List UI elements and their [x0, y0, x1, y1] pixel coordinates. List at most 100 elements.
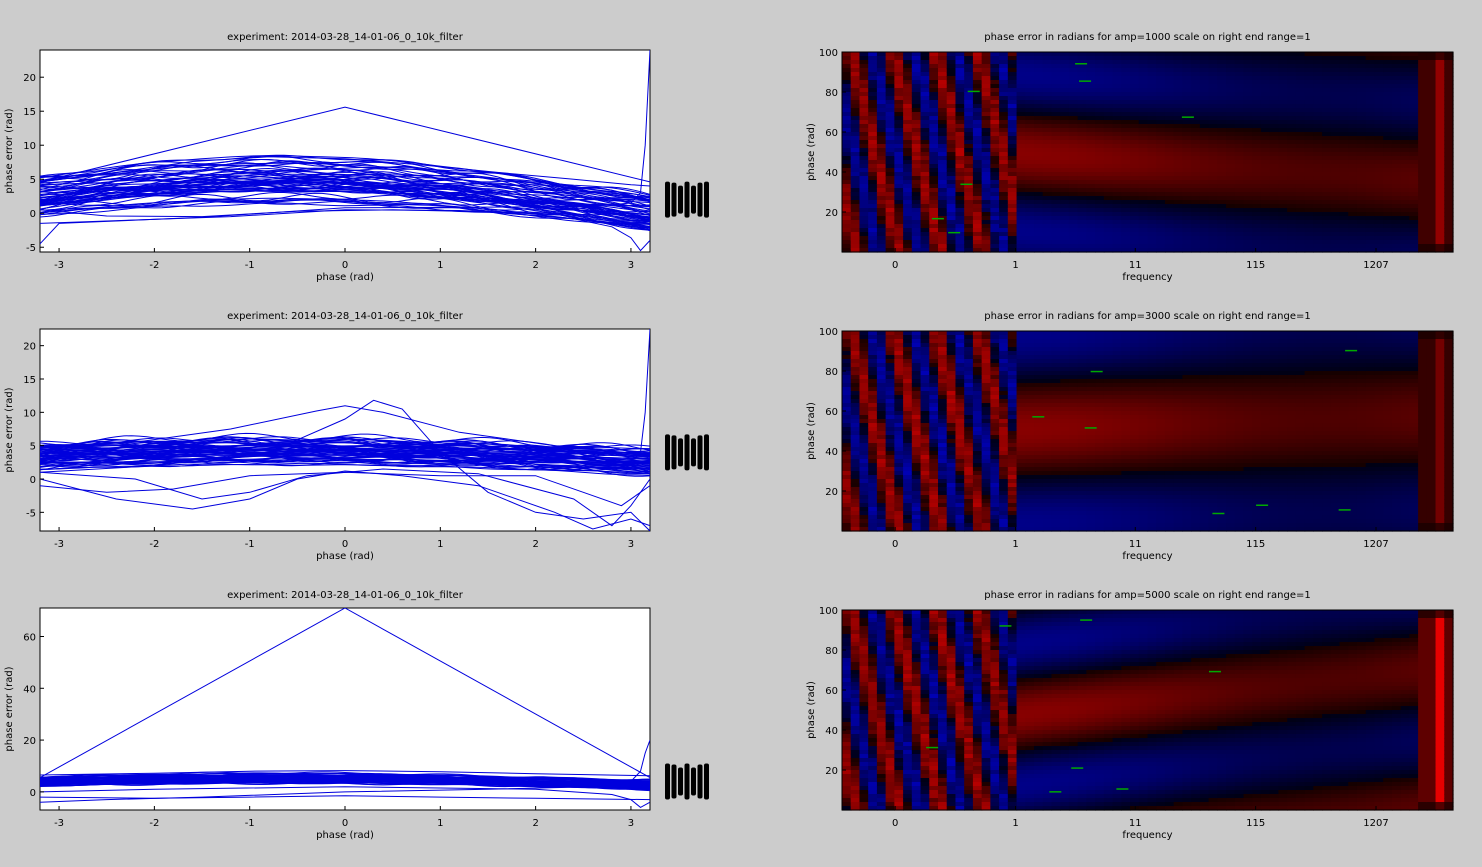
heat-cell [999, 96, 1009, 101]
heat-cell [894, 527, 904, 532]
heat-cell [1121, 160, 1131, 165]
heat-cell [938, 116, 948, 121]
heat-cell [1295, 212, 1306, 217]
heat-cell [1016, 335, 1026, 340]
heat-cell [1112, 196, 1122, 201]
heat-cell [842, 72, 852, 77]
heat-cell [885, 439, 895, 444]
heat-cell [1339, 64, 1349, 69]
heat-cell [1383, 60, 1393, 65]
heat-cell [999, 236, 1009, 241]
heat-cell [850, 367, 861, 372]
heat-cell [1025, 164, 1035, 169]
heat-cell [1234, 120, 1245, 125]
heat-cell [1435, 148, 1445, 153]
heat-cell [1322, 152, 1332, 157]
heat-cell [1278, 188, 1288, 193]
heat-cell [999, 64, 1009, 69]
heat-cell [981, 208, 991, 213]
heat-cell [964, 236, 974, 241]
heat-cell [1217, 140, 1227, 145]
heat-cell [876, 212, 887, 217]
heat-cell [1164, 240, 1175, 245]
heat-cell [972, 495, 983, 500]
heat-cell [1383, 232, 1393, 237]
heat-cell [1295, 216, 1306, 221]
heat-cell [1112, 96, 1122, 101]
heat-cell [876, 383, 887, 388]
heat-cell [1130, 244, 1140, 249]
heat-cell [1173, 100, 1184, 105]
heat-cell [911, 244, 922, 249]
heat-cell [885, 475, 895, 480]
heat-cell [929, 431, 939, 436]
heat-cell [1313, 136, 1323, 141]
heat-cell [990, 503, 1000, 508]
heat-cell [1243, 180, 1253, 185]
heat-cell [1007, 72, 1018, 77]
heat-cell [1269, 200, 1280, 205]
heat-cell [1103, 248, 1114, 253]
heat-cell [850, 112, 861, 117]
heat-cell [1147, 100, 1157, 105]
heat-cell [946, 395, 957, 400]
heat-cell [1086, 180, 1096, 185]
heat-cell [1130, 220, 1140, 225]
heat-cell [1444, 164, 1454, 169]
heat-cell [850, 216, 861, 221]
heat-cell [999, 355, 1009, 360]
heat-cell [1173, 180, 1184, 185]
heat-cell [868, 192, 878, 197]
heat-cell [885, 471, 895, 476]
heat-cell [911, 447, 922, 452]
heat-cell [946, 527, 957, 532]
heat-cell [1077, 188, 1087, 193]
heat-cell [1269, 76, 1280, 81]
heat-cell [1095, 80, 1105, 85]
heat-cell [842, 180, 852, 185]
heat-cell [1016, 124, 1026, 129]
heat-cell [946, 331, 957, 336]
heat-cell [1287, 144, 1297, 149]
heat-cell [1356, 200, 1367, 205]
heat-cell [1278, 160, 1288, 165]
heat-cell [1252, 216, 1262, 221]
heat-cell [964, 136, 974, 141]
heat-cell [990, 168, 1000, 173]
heat-cell [1077, 160, 1087, 165]
heat-cell [1322, 68, 1332, 73]
heat-cell [876, 116, 887, 121]
x-axis-label: phase (rad) [316, 551, 374, 562]
heat-cell [1068, 248, 1079, 253]
heat-cell [876, 455, 887, 460]
heat-cell [1121, 216, 1131, 221]
heat-cell [999, 419, 1009, 424]
heat-cell [1217, 236, 1227, 241]
heat-cell [1435, 80, 1445, 85]
heat-cell [981, 411, 991, 416]
heat-cell [1339, 120, 1349, 125]
heat-cell [1191, 216, 1201, 221]
heat-cell [1339, 84, 1349, 89]
heat-cell [1034, 156, 1044, 161]
heat-cell [920, 331, 930, 336]
heat-cell [903, 523, 913, 528]
heat-cell [1348, 208, 1358, 213]
heat-cell [946, 88, 957, 93]
heat-cell [1339, 76, 1349, 81]
heat-cell [1095, 148, 1105, 153]
heat-cell [938, 427, 948, 432]
heat-cell [1278, 204, 1288, 209]
heat-cell [911, 228, 922, 233]
heat-cell [876, 104, 887, 109]
heat-cell [1025, 112, 1035, 117]
heat-cell [981, 84, 991, 89]
heat-cell [955, 463, 965, 468]
heat-cell [1103, 224, 1114, 229]
heat-cell [1007, 495, 1018, 500]
heat-cell [1156, 168, 1166, 173]
heat-cell [1095, 200, 1105, 205]
heat-cell [1182, 172, 1192, 177]
heat-cell [1348, 64, 1358, 69]
heat-cell [903, 347, 913, 352]
